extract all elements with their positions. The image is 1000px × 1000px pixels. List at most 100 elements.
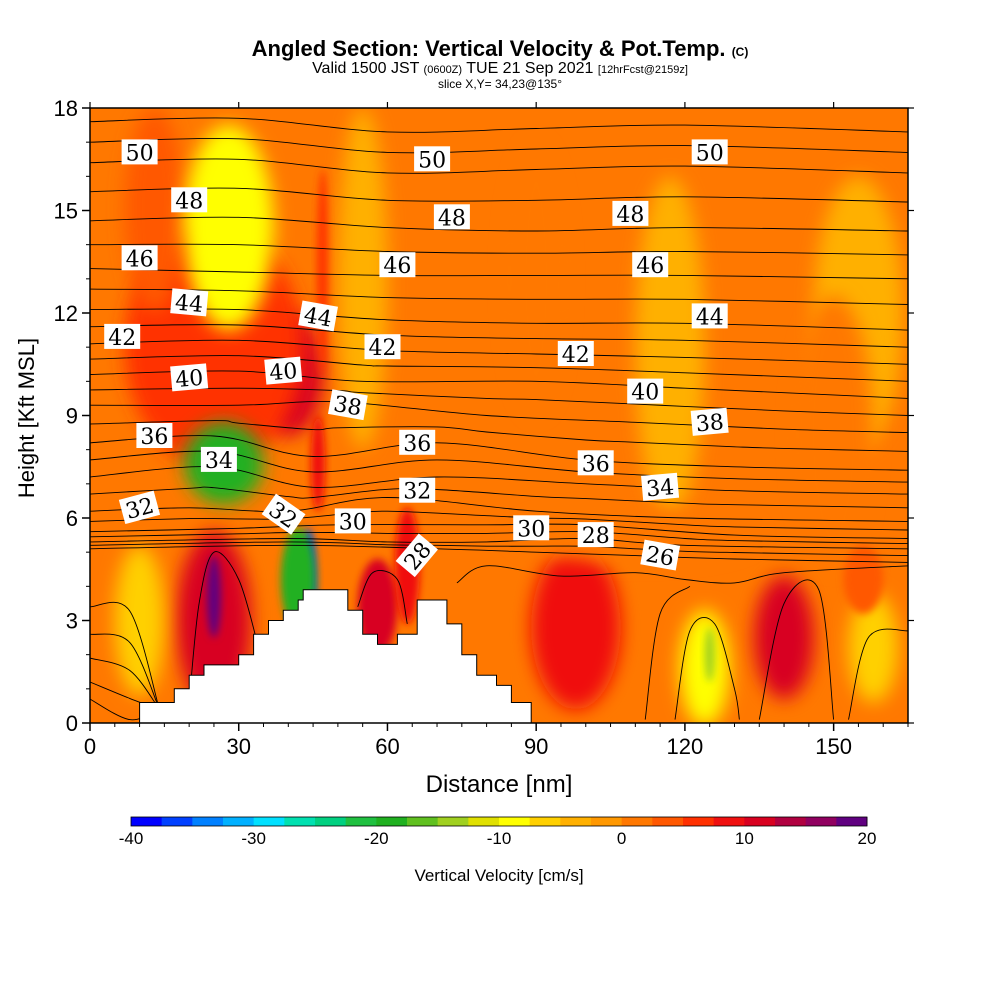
contour-label-text: 46 bbox=[126, 247, 154, 272]
contour-label: 26 bbox=[640, 539, 681, 572]
colorbar-swatch bbox=[560, 817, 592, 826]
colorbar-swatch bbox=[345, 817, 377, 826]
colorbar-swatch bbox=[805, 817, 837, 826]
contour-label: 30 bbox=[513, 515, 550, 542]
valid-date: TUE 21 Sep 2021 bbox=[466, 60, 594, 77]
theta-contour-line bbox=[90, 268, 908, 280]
colorbar-tick-label: 0 bbox=[617, 829, 626, 848]
colorbar-swatch bbox=[499, 817, 531, 826]
contour-label-text: 42 bbox=[562, 343, 590, 368]
y-tick-label: 0 bbox=[66, 711, 78, 736]
colorbar-tick-label: -30 bbox=[241, 829, 266, 848]
y-tick-label: 3 bbox=[66, 609, 78, 634]
valid-time-line: Valid 1500 JST (0600Z) TUE 21 Sep 2021 [… bbox=[0, 60, 1000, 79]
velocity-cell bbox=[679, 610, 730, 723]
contour-label: 40 bbox=[170, 363, 209, 393]
contour-label: 44 bbox=[298, 300, 338, 333]
chart-title-text: Angled Section: Vertical Velocity & Pot.… bbox=[251, 36, 726, 61]
contour-label-text: 26 bbox=[644, 542, 676, 571]
contour-label-text: 34 bbox=[645, 475, 675, 502]
colorbar-swatch bbox=[744, 817, 776, 826]
contour-label-text: 50 bbox=[696, 141, 724, 166]
colorbar-swatch bbox=[683, 817, 715, 826]
y-tick-label: 12 bbox=[54, 301, 78, 326]
theta-contour-line bbox=[848, 628, 908, 720]
contour-label-text: 48 bbox=[175, 189, 203, 214]
contour-label: 32 bbox=[399, 477, 436, 505]
contour-label-text: 32 bbox=[403, 480, 431, 505]
theta-contour-line bbox=[644, 585, 691, 720]
velocity-cell bbox=[317, 169, 329, 375]
theta-contour-line bbox=[90, 523, 908, 539]
contour-label: 50 bbox=[121, 139, 158, 166]
colorbar-label: Vertical Velocity [cm/s] bbox=[414, 866, 583, 885]
velocity-cell bbox=[754, 576, 814, 700]
contour-label-text: 38 bbox=[695, 410, 725, 437]
contour-label-text: 46 bbox=[636, 254, 664, 279]
y-tick-label: 6 bbox=[66, 506, 78, 531]
velocity-cell bbox=[184, 125, 274, 331]
x-axis-label: Distance [nm] bbox=[426, 771, 573, 798]
theta-contour-line bbox=[90, 355, 908, 382]
contour-label: 28 bbox=[577, 522, 614, 549]
terrain-profile bbox=[90, 589, 908, 723]
theta-contour-line bbox=[456, 565, 908, 584]
velocity-cell bbox=[704, 627, 715, 683]
colorbar-swatch bbox=[223, 817, 255, 826]
theta-contour-line bbox=[90, 324, 908, 348]
contour-label: 40 bbox=[627, 378, 664, 406]
contour-label: 36 bbox=[577, 450, 614, 477]
colorbar-swatch bbox=[713, 817, 745, 826]
contour-label: 32 bbox=[118, 490, 161, 525]
contour-label: 34 bbox=[641, 472, 680, 502]
colorbar-swatch bbox=[468, 817, 500, 826]
theta-contour-line bbox=[90, 117, 908, 133]
x-tick-label: 120 bbox=[667, 734, 704, 759]
theta-contour-line bbox=[90, 633, 160, 710]
theta-contour-line bbox=[90, 308, 908, 331]
colorbar-tick-label: 20 bbox=[858, 829, 877, 848]
colorbar-swatch bbox=[836, 817, 868, 826]
contour-label: 46 bbox=[121, 245, 158, 272]
plot-area: 5048464442403634324044323842464850363230… bbox=[90, 108, 908, 723]
contour-label-text: 50 bbox=[418, 148, 446, 173]
contour-label-text: 44 bbox=[302, 303, 334, 332]
contour-label: 50 bbox=[414, 146, 451, 173]
contour-label-text: 36 bbox=[140, 425, 168, 450]
contour-label-text: 48 bbox=[616, 203, 644, 228]
valid-prefix: Valid 1500 JST bbox=[312, 60, 420, 77]
theta-contour-line bbox=[90, 137, 908, 154]
contour-label-text: 36 bbox=[582, 452, 610, 477]
contour-label-text: 48 bbox=[438, 206, 466, 231]
theta-contour-line bbox=[90, 158, 908, 174]
colorbar-swatch bbox=[376, 817, 408, 826]
y-tick-label: 9 bbox=[66, 404, 78, 429]
theta-contour-line bbox=[90, 544, 908, 563]
contour-label-text: 36 bbox=[403, 432, 431, 457]
contour-label: 38 bbox=[327, 389, 368, 421]
colorbar-tick-label: -40 bbox=[119, 829, 144, 848]
colorbar-swatch bbox=[775, 817, 807, 826]
contour-label-text: 40 bbox=[268, 359, 298, 386]
chart-title: Angled Section: Vertical Velocity & Pot.… bbox=[0, 36, 1000, 65]
colorbar-swatch bbox=[652, 817, 684, 826]
velocity-cell bbox=[114, 545, 165, 696]
velocity-cell bbox=[357, 559, 398, 655]
contour-label: 44 bbox=[691, 303, 728, 330]
velocity-cell bbox=[848, 593, 899, 703]
velocity-cell bbox=[793, 295, 874, 570]
colorbar-tick-label: -10 bbox=[487, 829, 512, 848]
colorbar-swatch bbox=[407, 817, 439, 826]
x-tick-label: 30 bbox=[226, 734, 250, 759]
colorbar-swatch bbox=[192, 817, 224, 826]
contour-label-text: 30 bbox=[517, 517, 545, 542]
x-tick-label: 0 bbox=[84, 734, 96, 759]
contour-label: 42 bbox=[364, 334, 401, 361]
theta-contour-line bbox=[90, 420, 908, 452]
x-tick-label: 150 bbox=[815, 734, 852, 759]
colorbar-swatch bbox=[437, 817, 469, 826]
contour-labels: 5048464442403634324044323842464850363230… bbox=[104, 139, 729, 578]
y-axis-label: Height [Kft MSL] bbox=[14, 338, 39, 498]
